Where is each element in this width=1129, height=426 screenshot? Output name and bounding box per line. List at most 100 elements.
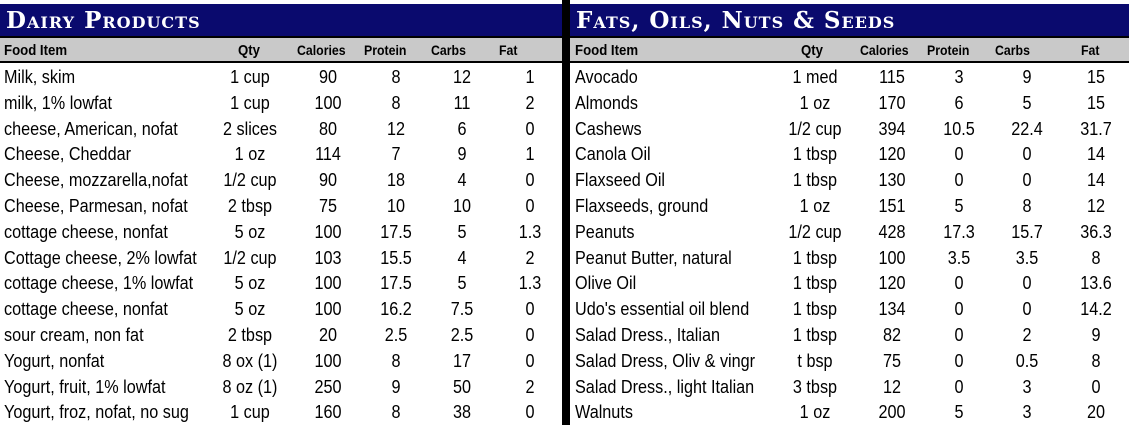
cell-fat: 0 xyxy=(525,299,535,320)
table-row: Yogurt, froz, nofat, no sug 1 cup 160 8 38 0 xyxy=(0,400,562,426)
cell-carbs: 8 xyxy=(1022,195,1032,216)
table-row: Udo's essential oil blend 1 tbsp 134 0 0 14.2 xyxy=(570,297,1129,323)
cell-fat: 1.3 xyxy=(518,273,542,294)
cell-protein: 2.5 xyxy=(384,324,408,345)
cell-qty: 2 slices xyxy=(222,118,278,139)
cell-fat: 2 xyxy=(525,376,535,397)
cell-carbs: 4 xyxy=(457,170,467,191)
cell-calories: 114 xyxy=(315,144,341,165)
table-row: cheese, American, nofat 2 slices 80 12 6 0 xyxy=(0,117,562,143)
cell-protein: 0 xyxy=(954,144,964,165)
cell-calories: 20 xyxy=(318,324,338,345)
table-row: Salad Dress., Italian 1 tbsp 82 0 2 9 xyxy=(570,323,1129,349)
cell-item: Peanuts xyxy=(575,221,635,242)
table-row: Olive Oil 1 tbsp 120 0 0 13.6 xyxy=(570,271,1129,297)
cell-carbs: 0.5 xyxy=(1015,350,1039,371)
cell-protein: 18 xyxy=(386,170,406,191)
cell-carbs: 0 xyxy=(1022,144,1032,165)
cell-carbs: 0 xyxy=(1022,273,1032,294)
cell-carbs: 9 xyxy=(1022,67,1032,87)
cell-carbs: 10 xyxy=(452,195,472,216)
cell-protein: 0 xyxy=(954,273,964,294)
header-fat: Fat xyxy=(1081,42,1100,58)
cell-carbs: 3 xyxy=(1022,402,1032,423)
cell-fat: 0 xyxy=(525,195,535,216)
cell-qty: 2 tbsp xyxy=(227,324,273,345)
cell-calories: 90 xyxy=(318,67,338,87)
cell-carbs: 15.7 xyxy=(1011,221,1043,242)
cell-protein: 5 xyxy=(954,402,964,423)
cell-protein: 17.3 xyxy=(943,221,975,242)
table-row: Milk, skim 1 cup 90 8 12 1 xyxy=(0,65,562,91)
cell-calories: 100 xyxy=(314,350,342,371)
cell-protein: 0 xyxy=(954,376,964,397)
cell-fat: 0 xyxy=(525,170,535,191)
cell-protein: 10 xyxy=(386,195,406,216)
table-row: milk, 1% lowfat 1 cup 100 8 11 2 xyxy=(0,91,562,117)
cell-calories: 82 xyxy=(882,324,902,345)
cell-carbs: 22.4 xyxy=(1011,118,1043,139)
header-food-item: Food Item xyxy=(4,42,68,59)
cell-item: cheese, American, nofat xyxy=(4,118,178,139)
table-row: Cottage cheese, 2% lowfat 1/2 cup 103 15.5 4… xyxy=(0,246,562,272)
cell-fat: 15 xyxy=(1086,67,1106,87)
cell-fat: 1 xyxy=(525,144,535,165)
cell-qty: 1 oz xyxy=(799,92,831,113)
cell-calories: 80 xyxy=(318,118,338,139)
cell-carbs: 2.5 xyxy=(450,324,474,345)
cell-qty: 2 tbsp xyxy=(227,195,273,216)
cell-item: Walnuts xyxy=(575,402,633,423)
cell-calories: 120 xyxy=(878,144,906,165)
dairy-products-table: Dairy Products Food Item Qty Calories Pr… xyxy=(0,0,562,425)
header-fat: Fat xyxy=(499,42,518,58)
cell-calories: 75 xyxy=(882,350,902,371)
cell-qty: 1 tbsp xyxy=(792,299,838,320)
cell-item: Udo's essential oil blend xyxy=(575,299,750,320)
cell-item: Cashews xyxy=(575,118,642,139)
cell-fat: 0 xyxy=(525,402,535,423)
cell-calories: 90 xyxy=(318,170,338,191)
cell-item: cottage cheese, nonfat xyxy=(4,299,168,320)
fats-oils-title: Fats, Oils, Nuts & Seeds xyxy=(570,4,1129,38)
cell-item: Flaxseeds, ground xyxy=(575,195,709,216)
cell-carbs: 0 xyxy=(1022,299,1032,320)
cell-carbs: 12 xyxy=(452,67,472,87)
table-row: Yogurt, fruit, 1% lowfat 8 oz (1) 250 9 50 2 xyxy=(0,375,562,401)
cell-fat: 14 xyxy=(1086,170,1106,191)
cell-fat: 12 xyxy=(1086,195,1106,216)
cell-item: Cottage cheese, 2% lowfat xyxy=(4,247,197,268)
cell-calories: 170 xyxy=(878,92,906,113)
cell-carbs: 4 xyxy=(457,247,467,268)
table-row: Salad Dress, Oliv & vingr t bsp 75 0 0.5 8 xyxy=(570,349,1129,375)
table-row: Cheese, mozzarella,nofat 1/2 cup 90 18 4 0 xyxy=(0,168,562,194)
cell-qty: 8 oz (1) xyxy=(222,376,278,397)
cell-calories: 100 xyxy=(314,299,342,320)
header-calories: Calories xyxy=(297,42,346,58)
cell-qty: 1/2 cup xyxy=(223,170,277,191)
cell-item: cottage cheese, 1% lowfat xyxy=(4,273,194,294)
cell-qty: 5 oz xyxy=(234,221,266,242)
cell-calories: 103 xyxy=(314,247,342,268)
table-row: Peanut Butter, natural 1 tbsp 100 3.5 3.5 8 xyxy=(570,246,1129,272)
header-protein: Protein xyxy=(927,42,970,58)
dairy-products-title: Dairy Products xyxy=(0,4,562,38)
cell-calories: 160 xyxy=(314,402,342,423)
dairy-header-row: Food Item Qty Calories Protein Carbs Fat xyxy=(0,38,562,63)
cell-qty: 5 oz xyxy=(234,273,266,294)
header-carbs: Carbs xyxy=(431,42,466,58)
cell-calories: 428 xyxy=(878,221,906,242)
cell-fat: 1 xyxy=(525,67,535,87)
table-row: Cheese, Parmesan, nofat 2 tbsp 75 10 10 0 xyxy=(0,194,562,220)
fats-header-row: Food Item Qty Calories Protein Carbs Fat xyxy=(570,38,1129,63)
cell-carbs: 17 xyxy=(452,350,472,371)
cell-qty: 1 cup xyxy=(230,92,270,113)
cell-qty: 8 ox (1) xyxy=(222,350,278,371)
table-row: Canola Oil 1 tbsp 120 0 0 14 xyxy=(570,142,1129,168)
cell-fat: 0 xyxy=(1091,376,1101,397)
cell-fat: 2 xyxy=(525,92,535,113)
table-row: Yogurt, nonfat 8 ox (1) 100 8 17 0 xyxy=(0,349,562,375)
cell-item: Almonds xyxy=(575,92,639,113)
cell-carbs: 3.5 xyxy=(1015,247,1039,268)
cell-item: Yogurt, froz, nofat, no sug xyxy=(4,402,189,423)
cell-item: Peanut Butter, natural xyxy=(575,247,732,268)
